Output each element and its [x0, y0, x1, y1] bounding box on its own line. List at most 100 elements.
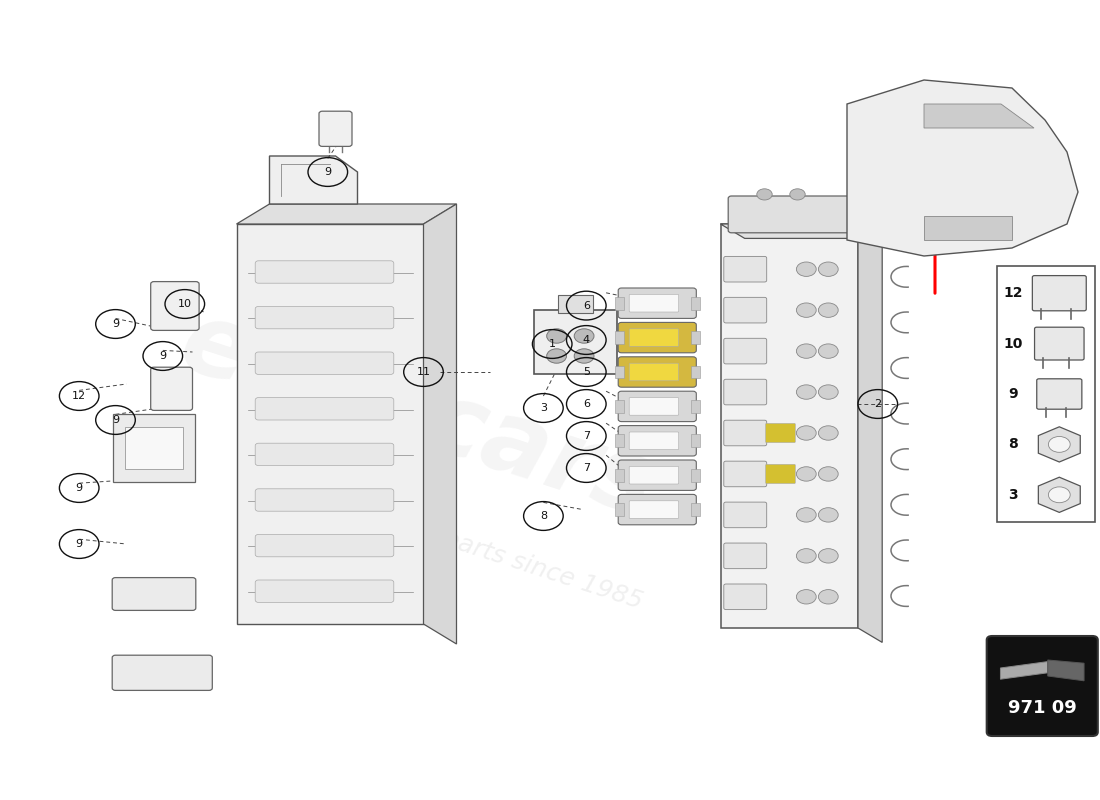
Circle shape: [818, 303, 838, 318]
FancyBboxPatch shape: [1037, 378, 1082, 409]
Text: 12: 12: [73, 391, 86, 401]
Text: 6: 6: [583, 399, 590, 409]
FancyBboxPatch shape: [1035, 327, 1085, 360]
Bar: [615, 434, 624, 447]
FancyBboxPatch shape: [113, 414, 195, 482]
FancyBboxPatch shape: [629, 294, 679, 312]
FancyBboxPatch shape: [629, 501, 679, 518]
Polygon shape: [1047, 660, 1084, 681]
Polygon shape: [1038, 477, 1080, 512]
Bar: [691, 434, 700, 447]
Text: 9: 9: [76, 539, 82, 549]
Circle shape: [796, 426, 816, 440]
FancyBboxPatch shape: [629, 329, 679, 346]
Text: 9: 9: [112, 415, 119, 425]
Circle shape: [796, 385, 816, 399]
Text: 6: 6: [583, 301, 590, 310]
Bar: [691, 297, 700, 310]
FancyBboxPatch shape: [724, 420, 767, 446]
Text: 2: 2: [874, 399, 881, 409]
Circle shape: [790, 189, 805, 200]
FancyBboxPatch shape: [728, 196, 850, 233]
Circle shape: [796, 466, 816, 481]
Circle shape: [796, 303, 816, 318]
Circle shape: [757, 189, 772, 200]
Polygon shape: [924, 104, 1034, 128]
FancyBboxPatch shape: [618, 460, 696, 490]
Polygon shape: [858, 224, 882, 642]
FancyBboxPatch shape: [629, 363, 679, 381]
FancyBboxPatch shape: [255, 398, 394, 420]
Circle shape: [1048, 437, 1070, 452]
FancyBboxPatch shape: [629, 432, 679, 450]
Text: 9: 9: [324, 167, 331, 177]
FancyBboxPatch shape: [112, 578, 196, 610]
Text: 9: 9: [112, 319, 119, 329]
Circle shape: [796, 508, 816, 522]
FancyBboxPatch shape: [618, 322, 696, 353]
FancyBboxPatch shape: [112, 655, 212, 690]
FancyBboxPatch shape: [629, 398, 679, 415]
Text: 10: 10: [1003, 337, 1023, 350]
Text: 12: 12: [1003, 286, 1023, 300]
FancyBboxPatch shape: [766, 423, 795, 442]
Circle shape: [547, 349, 567, 363]
Bar: [691, 400, 700, 413]
Bar: [691, 469, 700, 482]
Circle shape: [818, 466, 838, 481]
Bar: [691, 503, 700, 516]
FancyBboxPatch shape: [724, 338, 767, 364]
FancyBboxPatch shape: [255, 352, 394, 374]
Circle shape: [796, 549, 816, 563]
Text: a passion for parts since 1985: a passion for parts since 1985: [278, 474, 646, 614]
Polygon shape: [720, 224, 858, 628]
Text: eurocars: eurocars: [168, 294, 668, 538]
FancyBboxPatch shape: [987, 636, 1098, 736]
FancyBboxPatch shape: [125, 427, 183, 469]
FancyBboxPatch shape: [255, 306, 394, 329]
Text: 8: 8: [540, 511, 547, 521]
Text: 9: 9: [1009, 387, 1018, 401]
Text: 5: 5: [583, 367, 590, 377]
FancyBboxPatch shape: [255, 489, 394, 511]
Circle shape: [818, 344, 838, 358]
FancyBboxPatch shape: [724, 379, 767, 405]
Text: 971 09: 971 09: [1008, 699, 1077, 717]
Circle shape: [796, 590, 816, 604]
Bar: [691, 366, 700, 378]
Circle shape: [818, 590, 838, 604]
Text: 1: 1: [549, 339, 556, 349]
FancyBboxPatch shape: [618, 391, 696, 422]
FancyBboxPatch shape: [618, 426, 696, 456]
FancyBboxPatch shape: [997, 266, 1094, 522]
FancyBboxPatch shape: [724, 502, 767, 528]
Circle shape: [818, 262, 838, 277]
Polygon shape: [270, 156, 358, 204]
Polygon shape: [847, 80, 1078, 256]
Circle shape: [818, 549, 838, 563]
FancyBboxPatch shape: [255, 261, 394, 283]
FancyBboxPatch shape: [558, 295, 593, 313]
Polygon shape: [720, 224, 882, 238]
Bar: [615, 297, 624, 310]
FancyBboxPatch shape: [319, 111, 352, 146]
FancyBboxPatch shape: [255, 534, 394, 557]
FancyBboxPatch shape: [724, 543, 767, 569]
Circle shape: [818, 426, 838, 440]
Text: 8: 8: [1009, 438, 1018, 451]
Polygon shape: [1001, 662, 1047, 679]
FancyBboxPatch shape: [766, 464, 795, 483]
Text: 9: 9: [76, 483, 82, 493]
Bar: [615, 331, 624, 344]
FancyBboxPatch shape: [618, 494, 696, 525]
Text: 9: 9: [160, 351, 166, 361]
Polygon shape: [1038, 426, 1080, 462]
Circle shape: [547, 329, 567, 343]
Bar: [615, 503, 624, 516]
FancyBboxPatch shape: [724, 584, 767, 610]
FancyBboxPatch shape: [255, 443, 394, 466]
Bar: [615, 469, 624, 482]
Circle shape: [796, 262, 816, 277]
Polygon shape: [236, 224, 424, 624]
Text: 3: 3: [540, 403, 547, 413]
